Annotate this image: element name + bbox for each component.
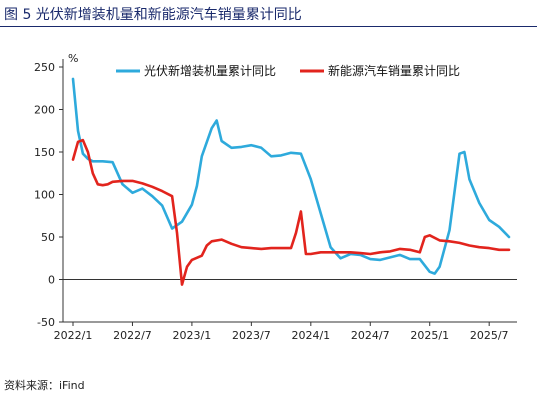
y-tick-label: 200: [34, 104, 55, 117]
y-tick-label: 0: [48, 274, 55, 287]
y-tick-label: 50: [41, 231, 55, 244]
source-note: 资料来源：iFind: [4, 379, 85, 392]
chart-axes: -50 0 50 100 150 200 250% 2022/1 2022/7 2023/1 202…: [34, 52, 517, 342]
line-chart: -50 0 50 100 150 200 250% 2022/1 2022/7 2023/1 202…: [34, 52, 517, 342]
y-tick-label: 100: [34, 189, 55, 202]
x-tick-label: 2022/1: [54, 329, 93, 342]
x-tick-label: 2022/7: [113, 329, 152, 342]
y-tick-label: -50: [37, 316, 55, 329]
legend-label-1: 光伏新增装机量累计同比: [144, 63, 276, 78]
title-divider: [0, 26, 537, 27]
chart-marks: [71, 77, 511, 286]
y-tick-label: 250: [34, 61, 55, 74]
y-tick-label: 150: [34, 146, 55, 159]
series-line-2: [71, 138, 511, 286]
legend-label-2: 新能源汽车销量累计同比: [328, 63, 460, 78]
x-tick-label: 2024/7: [351, 329, 390, 342]
figure-title: 图 5 光伏新增装机量和新能源汽车销量累计同比: [4, 7, 302, 23]
x-tick-label: 2025/7: [470, 329, 509, 342]
x-tick-label: 2024/1: [291, 329, 330, 342]
series-line-1: [71, 77, 511, 275]
y-unit-label: %: [68, 52, 78, 65]
x-tick-label: 2023/7: [232, 329, 271, 342]
x-tick-label: 2025/1: [410, 329, 449, 342]
x-tick-label: 2023/1: [173, 329, 212, 342]
chart-legend: 光伏新增装机量累计同比 新能源汽车销量累计同比: [116, 63, 460, 78]
